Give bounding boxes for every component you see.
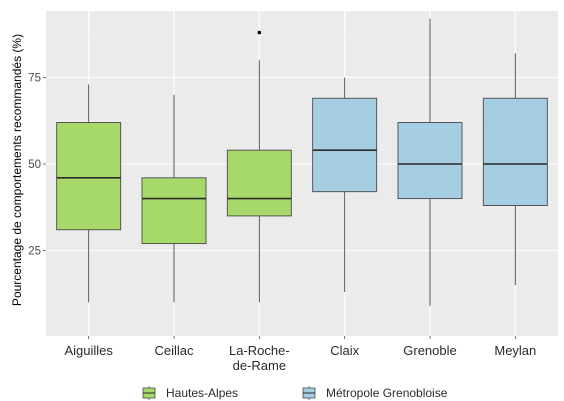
legend-label: Hautes-Alpes [166, 386, 238, 400]
box-iqr [397, 122, 463, 200]
grid-minor [46, 33, 558, 295]
x-tick-label-line: Ceillac [154, 343, 194, 358]
box-meylan [482, 53, 548, 286]
x-tick-label-line: Aiguilles [64, 343, 113, 358]
x-tick-label-line: Meylan [494, 343, 536, 358]
box-iqr [226, 149, 292, 217]
x-tick-label: Grenoble [403, 343, 456, 358]
x-tick-label-line: Grenoble [403, 343, 456, 358]
x-tick-label-line: La-Roche- [229, 343, 290, 358]
x-tick-label: Aiguilles [64, 343, 113, 358]
outlier-point [257, 30, 262, 35]
box-claix [312, 77, 378, 293]
legend: Hautes-Alpes Métropole Grenobloise [142, 386, 448, 400]
box-iqr [482, 97, 548, 206]
x-tick-label: Claix [330, 343, 359, 358]
x-tick-label: La-Roche-de-Rame [229, 343, 290, 373]
x-tick-label-line: de-Rame [233, 358, 286, 373]
box-aiguilles [56, 84, 122, 303]
y-tick-label: 75 [28, 73, 41, 85]
legend-item: Métropole Grenobloise [302, 386, 448, 400]
x-tick-label-line: Claix [330, 343, 359, 358]
y-tick-label: 50 [28, 159, 41, 171]
box-iqr [56, 122, 122, 231]
box-iqr [312, 97, 378, 193]
box-la-roche-de-rame [226, 30, 292, 303]
box-iqr [141, 177, 207, 245]
y-axis-ticks: 25 50 75 [28, 73, 46, 258]
x-axis-ticks: Aiguilles Ceillac La-Roche-de-Rame Claix Gre… [64, 336, 536, 373]
x-tick-label: Meylan [494, 343, 536, 358]
legend-label: Métropole Grenobloise [326, 386, 448, 400]
y-tick-label: 25 [28, 246, 41, 258]
box-grenoble [397, 18, 463, 306]
box-ceillac [141, 94, 207, 303]
plot-panel [46, 11, 558, 336]
x-tick-label: Ceillac [154, 343, 194, 358]
boxes [56, 18, 548, 306]
y-axis-title: Pourcentage de comportements recommandés… [10, 34, 24, 306]
legend-item: Hautes-Alpes [142, 386, 238, 400]
